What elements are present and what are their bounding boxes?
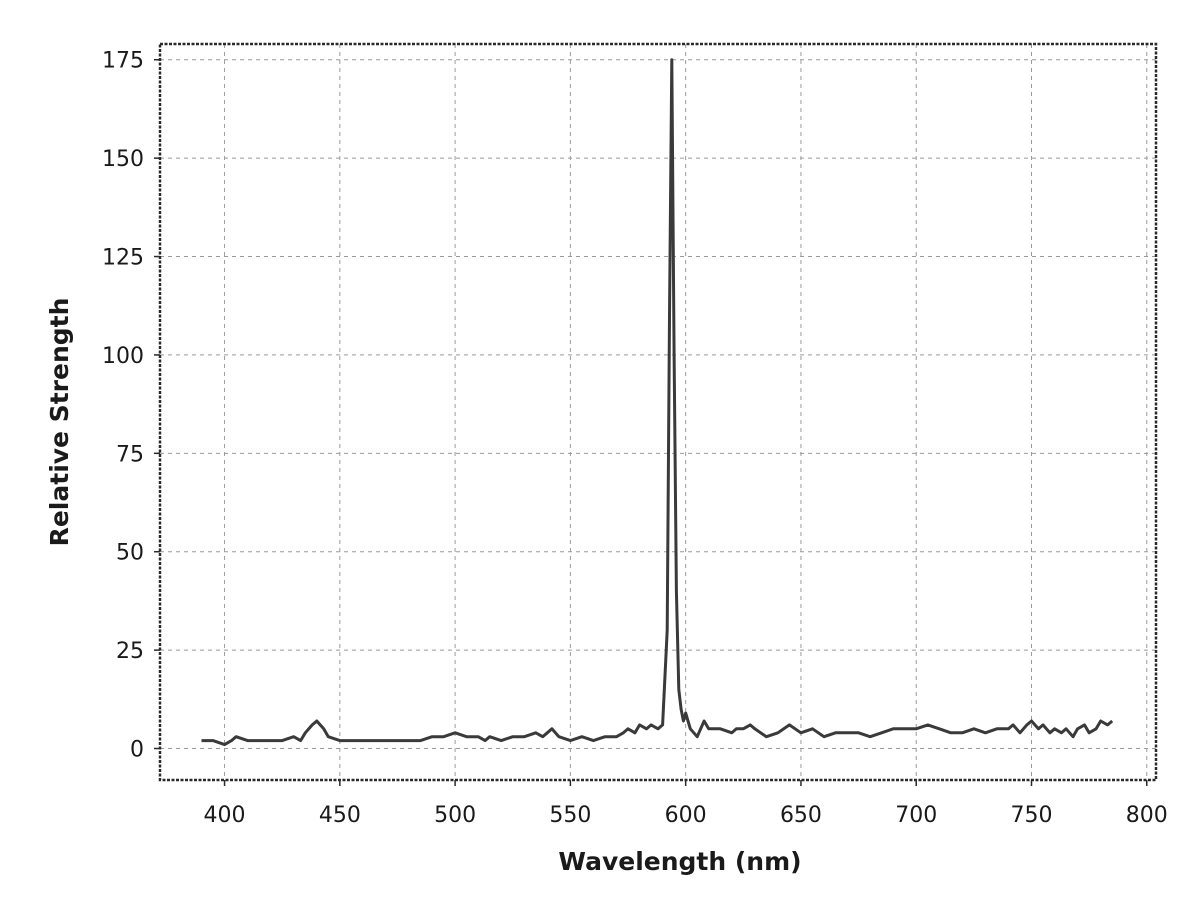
y-axis-title: Relative Strength bbox=[45, 298, 74, 547]
plot-frame bbox=[158, 42, 1158, 782]
y-tick-label: 100 bbox=[102, 344, 144, 369]
y-axis-ticks: 0 25 50 75 100 125 150 175 bbox=[102, 49, 160, 763]
y-tick-label: 75 bbox=[116, 442, 144, 467]
series-layer bbox=[201, 58, 1114, 747]
x-tick-label: 500 bbox=[434, 803, 476, 828]
x-tick-label: 750 bbox=[1011, 803, 1053, 828]
y-tick-label: 175 bbox=[102, 49, 144, 74]
x-tick-label: 700 bbox=[895, 803, 937, 828]
y-tick-label: 25 bbox=[116, 639, 144, 664]
grid bbox=[160, 44, 1156, 780]
x-tick-label: 450 bbox=[319, 803, 361, 828]
x-tick-label: 400 bbox=[204, 803, 246, 828]
x-tick-label: 650 bbox=[780, 803, 822, 828]
y-tick-label: 125 bbox=[102, 246, 144, 271]
x-tick-label: 550 bbox=[549, 803, 591, 828]
x-tick-label: 800 bbox=[1126, 803, 1168, 828]
x-axis-ticks: 400 450 500 550 600 650 700 750 800 bbox=[204, 780, 1168, 828]
y-tick-label: 0 bbox=[130, 738, 144, 763]
y-tick-label: 50 bbox=[116, 541, 144, 566]
spectrum-line bbox=[201, 58, 1114, 747]
x-axis-title: Wavelength (nm) bbox=[558, 847, 801, 876]
y-tick-label: 150 bbox=[102, 147, 144, 172]
x-tick-label: 600 bbox=[665, 803, 707, 828]
